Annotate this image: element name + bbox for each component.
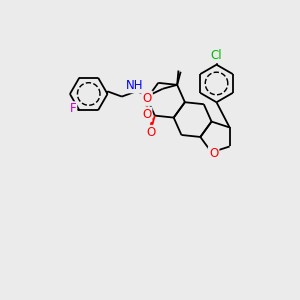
Text: O: O [209, 147, 218, 160]
Text: F: F [70, 102, 76, 116]
Text: O: O [142, 92, 152, 105]
Text: Cl: Cl [211, 49, 222, 62]
Text: O: O [146, 126, 155, 139]
Text: NH: NH [126, 79, 144, 92]
Text: O: O [142, 108, 151, 121]
